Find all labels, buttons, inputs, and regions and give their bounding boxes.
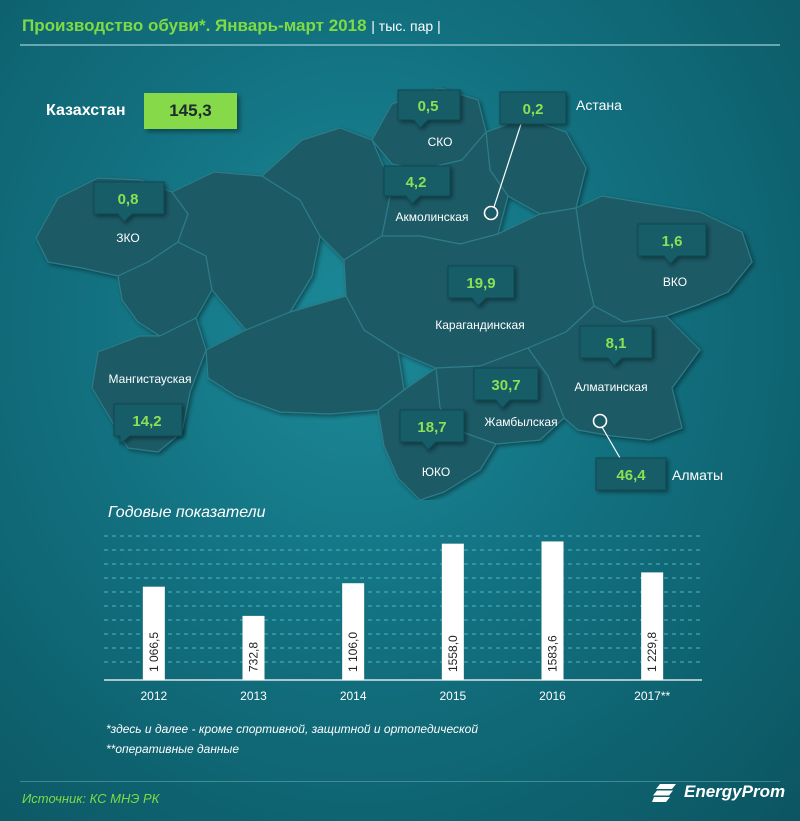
page-title: Производство обуви*. Январь-март 2018 | … xyxy=(22,16,441,36)
value-zko: 0,8 xyxy=(118,191,139,208)
chart-title: Годовые показатели xyxy=(108,504,266,521)
astana-pointer xyxy=(493,123,522,208)
x-tick-label: 2017** xyxy=(634,689,670,703)
value-almaty-city: 46,4 xyxy=(616,467,646,484)
callout-box-sko xyxy=(397,89,461,129)
bar-2015 xyxy=(441,543,464,680)
bar-value-label: 1 229,8 xyxy=(645,632,659,672)
chart-bars: 1 066,5 732,8 1 106,0 1558,0 1583,6 1 229,8 xyxy=(142,541,664,680)
region-almaty-obl xyxy=(527,305,701,441)
label-almaty-obl: Алматинская xyxy=(574,380,647,394)
callout-box-karaganda xyxy=(447,265,515,307)
value-almaty-obl: 8,1 xyxy=(606,335,627,352)
x-tick-label: 2013 xyxy=(240,689,267,703)
value-karaganda: 19,9 xyxy=(466,275,495,292)
value-mangistau: 14,2 xyxy=(132,413,161,430)
source-text: Источник: КС МНЭ РК xyxy=(22,791,160,806)
header-divider xyxy=(20,44,780,46)
callout-box-astana xyxy=(499,91,567,125)
label-zko: ЗКО xyxy=(116,231,139,245)
value-sko: 0,5 xyxy=(418,98,439,115)
label-sko: СКО xyxy=(428,135,453,149)
callout-box-akmola xyxy=(383,165,451,205)
footer-divider xyxy=(20,781,780,782)
energyprom-logo: EnergyProm xyxy=(652,782,785,802)
x-tick-label: 2012 xyxy=(140,689,167,703)
callout-box-zko xyxy=(93,181,165,223)
chart-grid xyxy=(104,535,702,663)
bar-2014 xyxy=(342,583,365,680)
callout-box-uko xyxy=(399,409,465,451)
bar-value-label: 1558,0 xyxy=(446,635,460,672)
bar-value-label: 1 066,5 xyxy=(147,632,161,672)
label-uko: ЮКО xyxy=(422,465,450,479)
bar-2017** xyxy=(641,572,664,680)
value-uko: 18,7 xyxy=(417,419,446,436)
bar-value-label: 1 106,0 xyxy=(346,632,360,672)
label-mangistau: Мангистауская xyxy=(109,372,192,386)
almaty-marker xyxy=(592,413,608,429)
callout-box-almaty-city xyxy=(595,457,667,491)
region-atyrau xyxy=(117,241,213,337)
logo-text: EnergyProm xyxy=(684,782,786,801)
x-tick-label: 2014 xyxy=(340,689,367,703)
label-vko: ВКО xyxy=(663,275,687,289)
x-tick-label: 2015 xyxy=(439,689,466,703)
footnote-1: *здесь и далее - кроме спортивной, защит… xyxy=(106,722,479,736)
bar-2012 xyxy=(142,586,165,680)
label-zhambyl: Жамбылская xyxy=(484,415,557,429)
callout-box-mangistau xyxy=(113,403,183,446)
value-astana: 0,2 xyxy=(523,101,544,118)
bar-2016 xyxy=(541,541,564,680)
callout-box-vko xyxy=(637,223,707,265)
unit-text: | тыс. пар | xyxy=(371,18,441,34)
total-label: Казахстан xyxy=(46,102,126,119)
label-astana: Астана xyxy=(576,97,622,113)
value-akmola: 4,2 xyxy=(406,174,427,191)
bar-2013 xyxy=(242,615,265,680)
label-almaty-city: Алматы xyxy=(672,467,723,483)
title-text: Производство обуви*. Январь-март 2018 xyxy=(22,16,367,35)
bar-value-label: 732,8 xyxy=(247,642,261,672)
logo-icon xyxy=(652,784,676,802)
label-karaganda: Карагандинская xyxy=(435,318,524,332)
kazakhstan-map: СКО Астана Акмолинская ЗКО ВКО Караганди… xyxy=(35,87,753,500)
label-akmola: Акмолинская xyxy=(396,210,469,224)
almaty-pointer xyxy=(601,426,621,459)
total-value: 145,3 xyxy=(144,93,237,129)
x-tick-label: 2016 xyxy=(539,689,566,703)
value-zhambyl: 30,7 xyxy=(491,377,520,394)
callout-box-zhambyl xyxy=(473,367,539,409)
astana-marker xyxy=(483,205,499,221)
footnote-2: **оперативные данные xyxy=(106,742,240,756)
callout-box-almaty-obl xyxy=(579,325,653,367)
bar-value-label: 1583,6 xyxy=(546,635,560,672)
value-vko: 1,6 xyxy=(662,233,683,250)
chart-x-ticks: 2012 2013 2014 2015 2016 2017** xyxy=(140,689,670,703)
